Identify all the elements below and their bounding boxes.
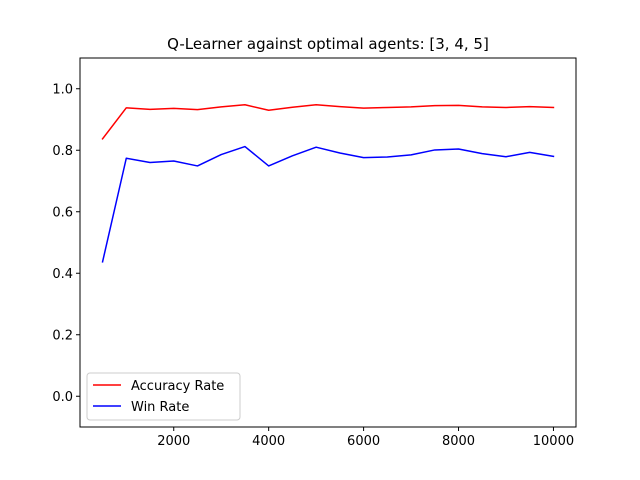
x-tick-label: 4000 bbox=[252, 434, 285, 449]
x-tick-label: 2000 bbox=[157, 434, 190, 449]
legend-label-win-rate: Win Rate bbox=[131, 400, 189, 415]
series-line-accuracy-rate bbox=[101, 103, 555, 140]
x-tick-label: 8000 bbox=[442, 434, 475, 449]
x-tick-label: 6000 bbox=[347, 434, 380, 449]
y-tick-label: 0.2 bbox=[52, 328, 73, 343]
series-layer bbox=[101, 103, 555, 263]
x-axis: 2000 4000 6000 8000 10000 bbox=[157, 427, 574, 449]
plot-area bbox=[80, 58, 576, 427]
chart-title: Q-Learner against optimal agents: [3, 4,… bbox=[167, 35, 489, 53]
y-tick-label: 0.0 bbox=[52, 390, 73, 405]
y-tick-label: 1.0 bbox=[52, 82, 73, 97]
series-line-win-rate bbox=[101, 145, 555, 263]
y-tick-label: 0.4 bbox=[52, 267, 73, 282]
legend-box bbox=[86, 372, 241, 421]
x-tick-label: 10000 bbox=[533, 434, 574, 449]
y-axis: 0.0 0.2 0.4 0.6 0.8 1.0 bbox=[52, 82, 80, 405]
legend: Accuracy Rate Win Rate bbox=[86, 372, 241, 421]
y-tick-label: 0.6 bbox=[52, 205, 73, 220]
plot-frame bbox=[79, 57, 577, 428]
y-tick-label: 0.8 bbox=[52, 144, 73, 159]
legend-label-accuracy-rate: Accuracy Rate bbox=[131, 379, 224, 394]
